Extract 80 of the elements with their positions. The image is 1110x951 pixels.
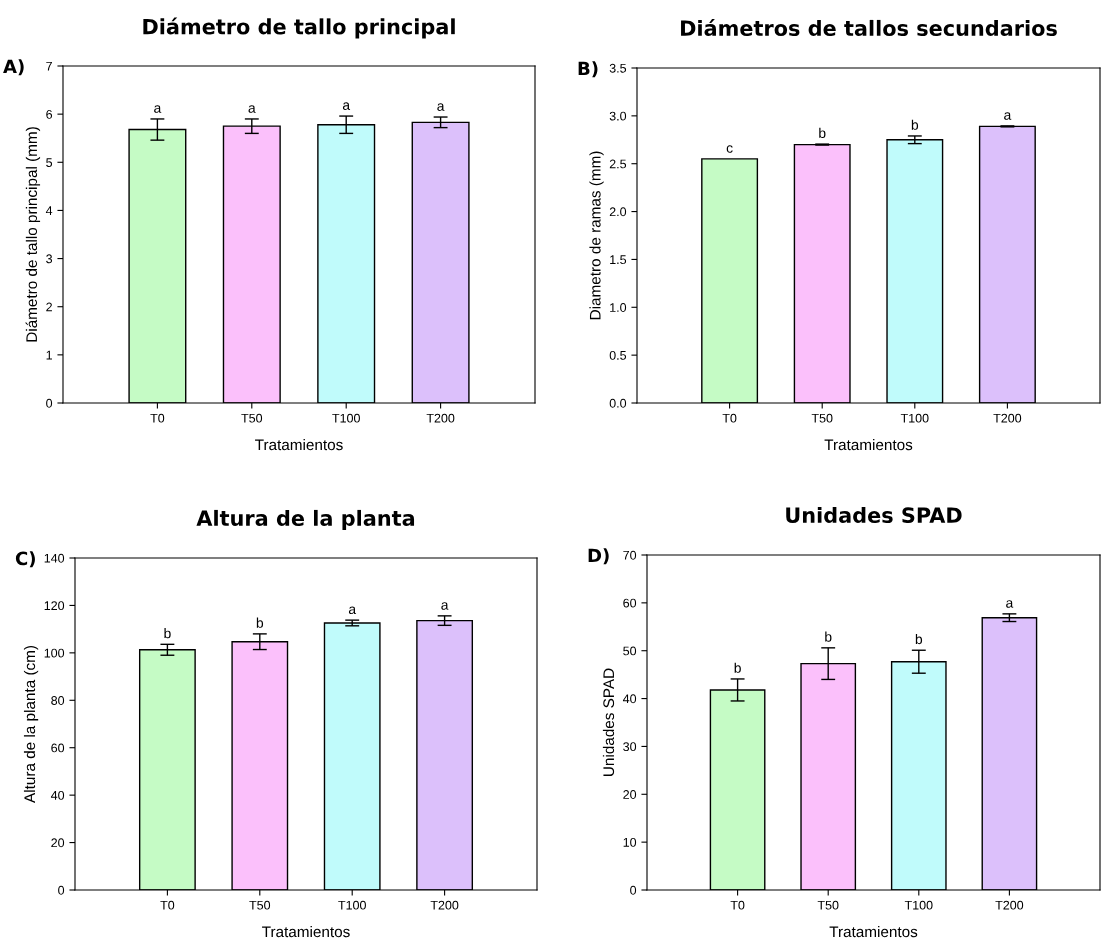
x-tick-label: T50 bbox=[817, 900, 839, 910]
y-tick-label: 3.5 bbox=[609, 63, 627, 73]
annotation: c bbox=[726, 145, 733, 153]
text: C) bbox=[15, 551, 35, 568]
y-tick-label: 3 bbox=[46, 254, 53, 264]
annotation: a bbox=[154, 105, 162, 113]
x-axis-title: Tratamientos bbox=[829, 925, 918, 938]
y-tick-label: 80 bbox=[51, 696, 65, 705]
x-tick-label: T0 bbox=[150, 413, 165, 423]
x-tick-label: T200 bbox=[995, 900, 1024, 910]
x-tick-label: T0 bbox=[160, 900, 175, 910]
y-tick-label: 10 bbox=[623, 837, 637, 847]
y-tick-label: 140 bbox=[44, 553, 65, 563]
y-tick-label: 1.0 bbox=[610, 303, 627, 312]
annotation: b bbox=[819, 127, 826, 138]
text: B) bbox=[578, 61, 598, 78]
y-tick-label: 100 bbox=[44, 648, 65, 658]
annotation: b bbox=[164, 628, 171, 639]
y-tick-label: 2 bbox=[46, 302, 52, 312]
text: A) bbox=[3, 59, 24, 76]
y-axis-title: Diametro de ramas (mm) bbox=[589, 151, 604, 320]
annotation: a bbox=[348, 606, 357, 615]
x-axis-title: Tratamientos bbox=[255, 438, 343, 451]
y-axis-title: Unidades SPAD bbox=[602, 668, 615, 776]
text: D) bbox=[588, 548, 609, 565]
y-tick-label: 120 bbox=[44, 601, 65, 611]
x-tick-label: T200 bbox=[426, 413, 455, 423]
y-axis-title: Diámetro de tallo principal (mm) bbox=[25, 127, 41, 342]
y-tick-label: 7 bbox=[46, 61, 52, 71]
x-axis-title: Tratamientos bbox=[824, 438, 913, 451]
x-tick-label: T100 bbox=[338, 900, 366, 910]
x-tick-label: T100 bbox=[332, 413, 360, 423]
annotation: b bbox=[825, 631, 832, 642]
annotation: a bbox=[342, 102, 351, 110]
x-tick-label: T200 bbox=[430, 900, 459, 910]
y-tick-label: 60 bbox=[623, 598, 637, 608]
y-tick-label: 4 bbox=[45, 206, 53, 215]
annotation: b bbox=[256, 617, 264, 628]
y-tick-label: 1.5 bbox=[610, 255, 627, 265]
x-tick-label: T50 bbox=[241, 413, 263, 423]
x-tick-label: T50 bbox=[811, 413, 833, 423]
x-tick-label: T50 bbox=[249, 900, 271, 910]
annotation: a bbox=[437, 103, 445, 111]
y-tick-label: 30 bbox=[623, 742, 637, 752]
annotation: a bbox=[1004, 112, 1012, 120]
y-tick-label: 2.0 bbox=[609, 207, 627, 217]
chart-title: Diámetros de tallos secundarios bbox=[681, 19, 1057, 37]
y-tick-label: 6 bbox=[46, 109, 53, 119]
y-tick-label: 0 bbox=[58, 885, 65, 895]
y-tick-label: 40 bbox=[50, 790, 65, 800]
annotation: a bbox=[441, 602, 449, 610]
x-tick-label: T100 bbox=[904, 900, 933, 910]
x-tick-label: T0 bbox=[730, 900, 745, 910]
y-tick-label: 20 bbox=[51, 838, 65, 848]
annotation: b bbox=[734, 662, 741, 673]
y-tick-label: 0.5 bbox=[609, 350, 627, 360]
y-tick-label: 40 bbox=[622, 694, 637, 704]
chart-title: Diámetro de tallo principal bbox=[143, 17, 455, 39]
x-axis-title: Tratamientos bbox=[262, 925, 350, 938]
y-tick-label: 60 bbox=[51, 743, 65, 753]
y-tick-label: 5 bbox=[46, 158, 53, 167]
y-tick-label: 0 bbox=[46, 398, 53, 408]
y-tick-label: 20 bbox=[623, 790, 637, 799]
chart-title: Unidades SPAD bbox=[786, 506, 962, 524]
annotation: a bbox=[248, 105, 256, 113]
x-tick-label: T100 bbox=[900, 413, 929, 423]
annotation: a bbox=[1006, 600, 1014, 608]
x-tick-label: T0 bbox=[722, 413, 737, 423]
y-tick-label: 50 bbox=[623, 646, 637, 656]
y-tick-label: 70 bbox=[623, 550, 637, 560]
y-tick-label: 3.0 bbox=[609, 111, 627, 121]
y-tick-label: 2.5 bbox=[609, 159, 627, 169]
x-tick-label: T200 bbox=[993, 413, 1022, 423]
annotation: b bbox=[911, 119, 919, 130]
y-axis-title: Altura de la planta (cm) bbox=[23, 645, 39, 803]
chart-title: Altura de la planta bbox=[196, 509, 415, 531]
y-tick-label: 0.0 bbox=[609, 398, 627, 408]
y-tick-label: 1 bbox=[46, 350, 52, 360]
y-tick-label: 0 bbox=[630, 885, 637, 895]
annotation: b bbox=[915, 633, 923, 645]
